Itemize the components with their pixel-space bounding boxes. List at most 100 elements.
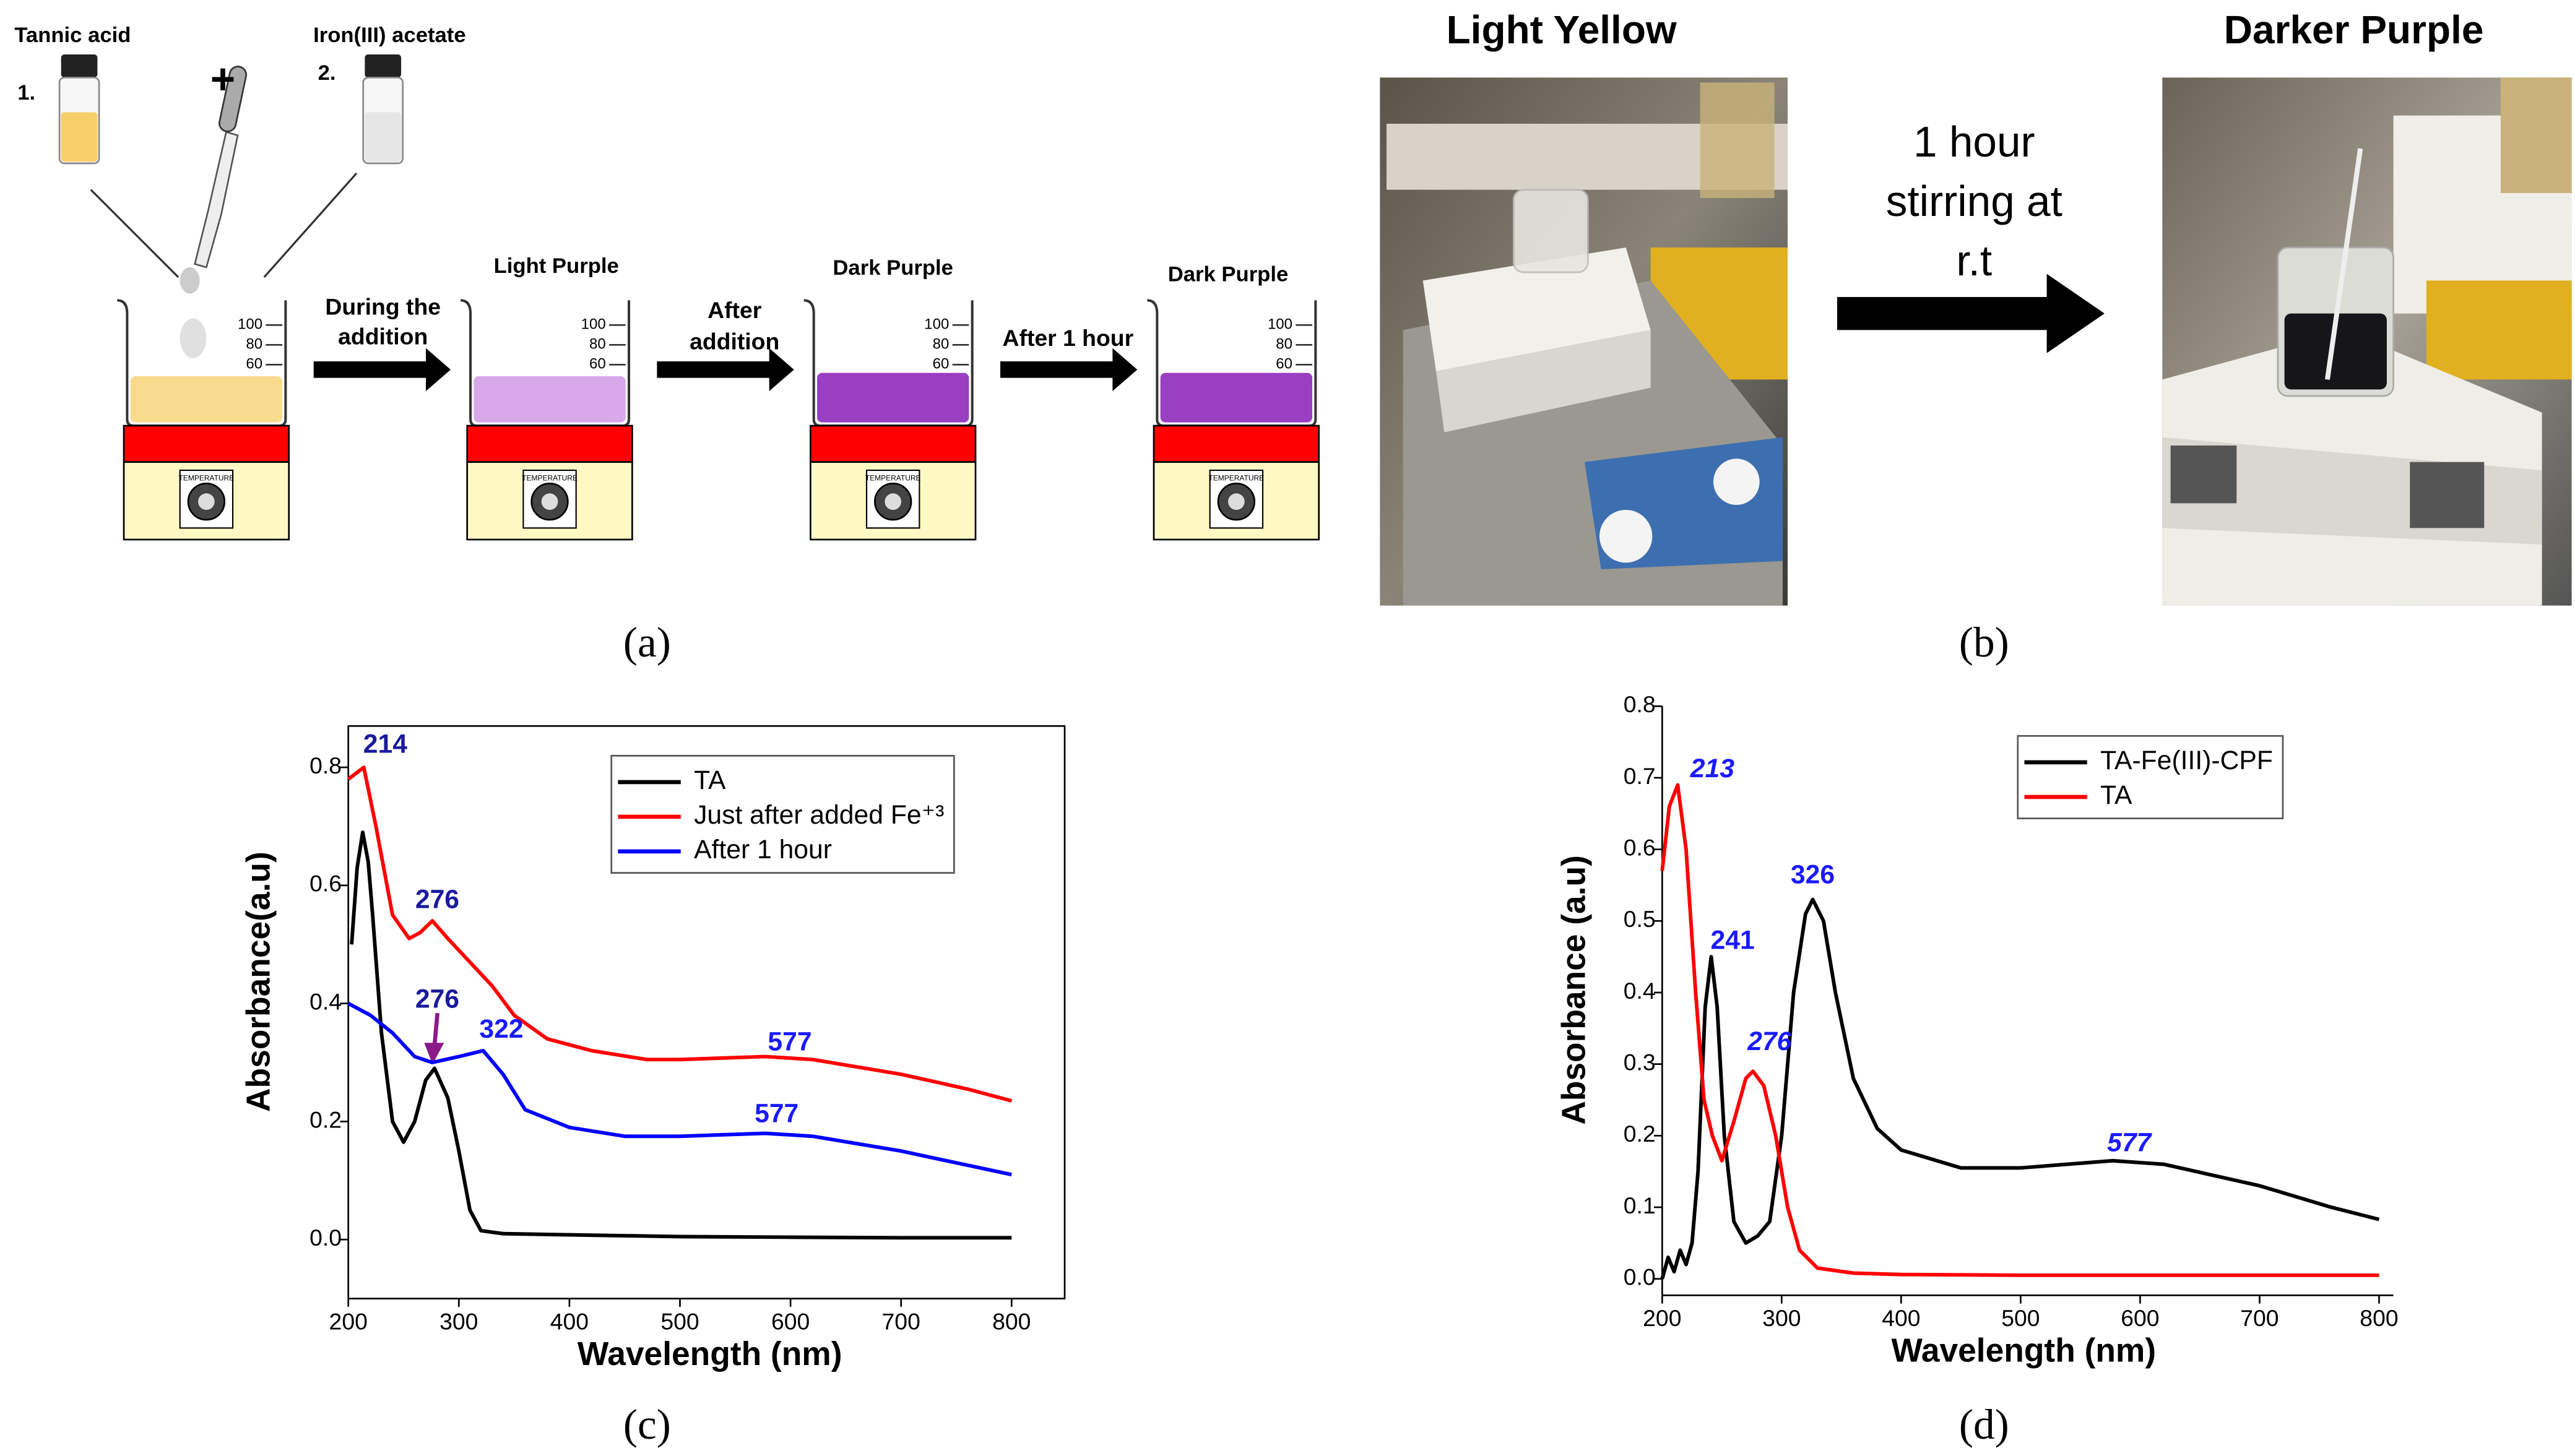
x-tick-label: 800: [2360, 1305, 2398, 1331]
step-arrow: [1000, 361, 1115, 378]
liquid: [130, 376, 283, 423]
label: 1.: [17, 81, 35, 105]
y-axis-label: Absorbance(a.u): [240, 851, 277, 1112]
label: After 1 hour: [1003, 325, 1134, 351]
peak-label: 577: [768, 1027, 811, 1056]
series-line: [1660, 897, 2380, 1280]
step-arrow-head: [769, 348, 794, 391]
panel-label: (c): [623, 1400, 671, 1448]
glass: [117, 299, 287, 427]
y-tick-label: 0.8: [1624, 691, 1656, 717]
photo-after: [2162, 77, 2572, 606]
label: 1 hour: [1913, 118, 2035, 166]
vial-cap: [61, 54, 98, 78]
peak-label: 214: [363, 730, 407, 759]
peak-label: 577: [755, 1098, 798, 1128]
y-tick-label: 0.6: [309, 871, 342, 897]
beaker-scale: 80: [246, 336, 262, 353]
y-tick-label: 0.4: [1624, 978, 1656, 1004]
beaker: 100 80 60 TEMPERATURE: [460, 299, 633, 541]
y-tick-label: 0.7: [1624, 763, 1656, 789]
step-arrow-head: [426, 348, 451, 391]
vial-liquid: [61, 112, 98, 162]
dial-center: [198, 493, 215, 510]
hotplate-top: [466, 424, 633, 463]
series-line: [347, 1002, 1012, 1177]
beaker-scale: 100: [924, 316, 949, 333]
peak-label: 326: [1791, 860, 1835, 890]
liquid: [817, 373, 969, 423]
x-tick-label: 700: [882, 1308, 920, 1334]
peak-label: 241: [1711, 925, 1755, 955]
series-line: [347, 765, 1013, 1103]
series-line: [1660, 783, 2379, 1277]
legend-frame: [2017, 734, 2284, 819]
y-tick-label: 0.8: [309, 752, 342, 778]
label: Iron(III) acetate: [313, 24, 466, 47]
x-tick-label: 800: [992, 1308, 1031, 1334]
beaker-scale: 60: [1276, 356, 1292, 373]
legend: TA Just after added Fe⁺³ After 1 hour: [610, 754, 955, 874]
y-tick-label: 0.0: [1624, 1264, 1656, 1290]
x-tick-label: 400: [550, 1308, 589, 1334]
legend-label: After 1 hour: [694, 835, 832, 864]
peak-label: 276: [415, 884, 459, 914]
y-tick-label: 0.0: [309, 1225, 342, 1251]
peak-label: 276: [1747, 1027, 1791, 1056]
beaker-scale: 80: [933, 336, 950, 353]
beaker-scale: 100: [238, 316, 262, 333]
label: stirring at: [1886, 177, 2062, 225]
x-tick-label: 300: [1762, 1305, 1801, 1331]
x-tick-label: 300: [439, 1308, 478, 1334]
arrow: [1837, 274, 2105, 353]
legend: TA-Fe(III)-CPF TA: [2017, 734, 2284, 819]
y-tick-label: 0.6: [1624, 835, 1656, 861]
peak-label: 276: [415, 984, 459, 1014]
x-axis-label: Wavelength (nm): [1891, 1333, 2156, 1369]
x-tick-label: 600: [2121, 1305, 2159, 1331]
label: Dark Purple: [1168, 262, 1289, 286]
beaker: 100 80 60 TEMPERATURE: [117, 299, 290, 541]
y-tick-label: 0.2: [1624, 1121, 1656, 1147]
beaker-scale: 60: [589, 356, 606, 373]
drop: [180, 318, 207, 358]
dial-center: [885, 493, 902, 510]
x-tick-label: 600: [771, 1308, 810, 1334]
dial-label: TEMPERATURE: [1208, 473, 1264, 482]
y-tick-label: 0.5: [1624, 906, 1656, 932]
label: addition: [690, 329, 779, 355]
beaker-scale: 60: [933, 356, 950, 373]
label: Light Yellow: [1447, 7, 1677, 52]
step-arrow: [657, 361, 771, 378]
liquid: [474, 376, 626, 423]
panel-label: (b): [1959, 618, 2009, 666]
hotplate-top: [1153, 424, 1320, 463]
dial-center: [541, 493, 558, 510]
dial-label: TEMPERATURE: [179, 473, 235, 482]
peak-label: 577: [2107, 1127, 2152, 1157]
label: Darker Purple: [2224, 7, 2484, 52]
series-line: [350, 830, 1012, 1240]
vial-liquid: [365, 112, 402, 162]
dropper: [194, 131, 239, 269]
x-axis-label: Wavelength (nm): [578, 1336, 842, 1372]
legend-label: TA-Fe(III)-CPF: [2100, 746, 2273, 775]
glass: [803, 299, 974, 427]
step-arrow-head: [1112, 348, 1138, 391]
plot-frame: [347, 725, 1066, 1299]
glass: [1147, 299, 1317, 427]
dial-center: [1228, 493, 1245, 510]
panel-label: (a): [623, 618, 671, 666]
legend-label: TA: [2100, 780, 2132, 810]
beaker-scale: 60: [246, 356, 262, 373]
beaker: 100 80 60 TEMPERATURE: [803, 299, 977, 541]
y-tick-label: 0.4: [309, 989, 342, 1015]
y-tick-label: 0.1: [1624, 1192, 1656, 1218]
step-arrow: [313, 361, 428, 378]
beaker-scale: 100: [1268, 316, 1292, 333]
photo-before: [1380, 77, 1788, 606]
x-tick-label: 500: [2001, 1305, 2040, 1331]
label: addition: [338, 324, 428, 350]
label: Tannic acid: [14, 24, 131, 47]
